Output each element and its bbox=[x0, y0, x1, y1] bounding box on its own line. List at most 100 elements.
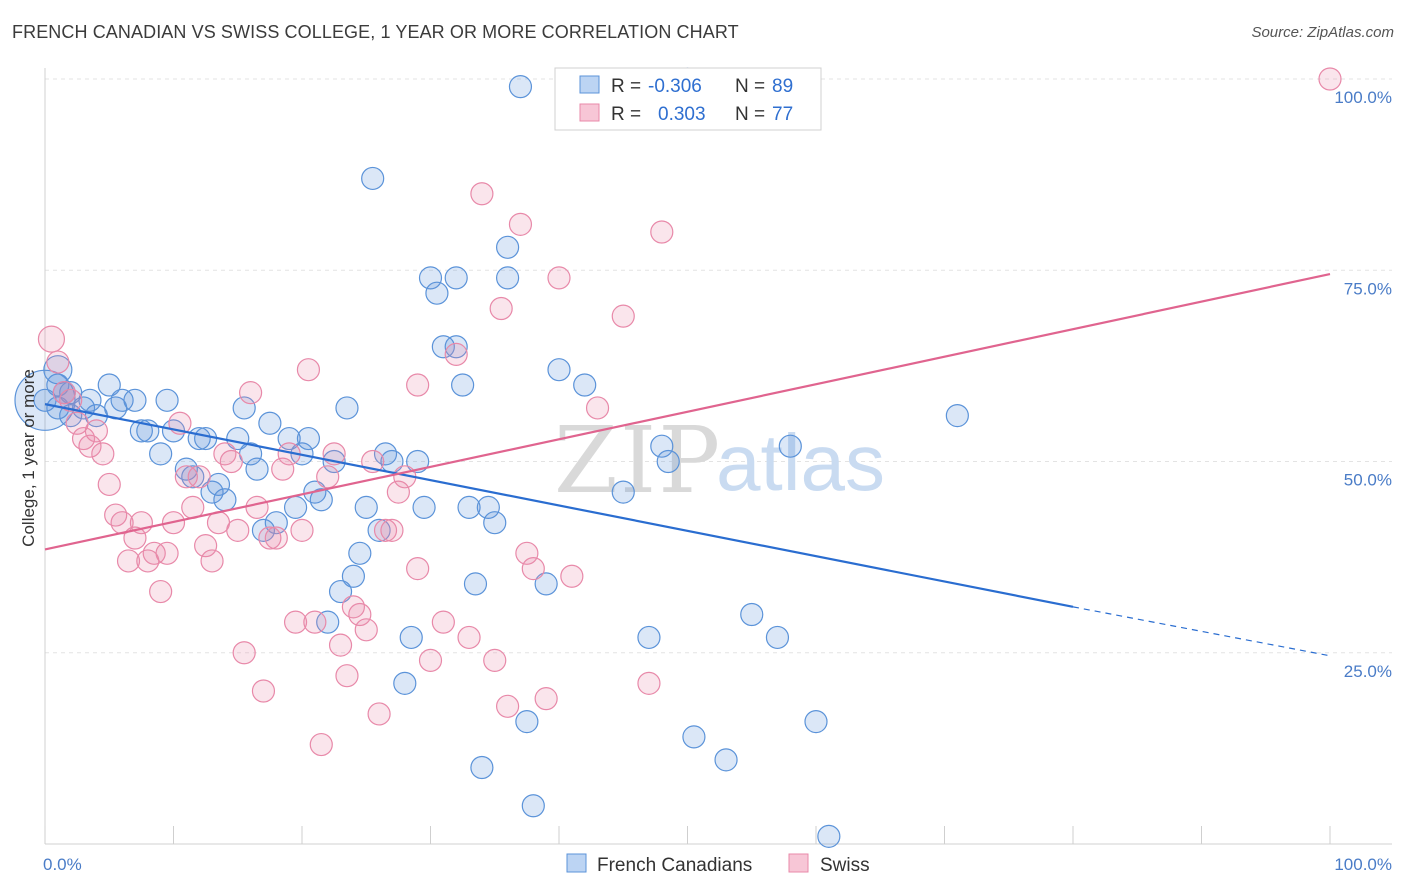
french-canadian-point bbox=[232, 396, 256, 420]
french-canadian-point bbox=[335, 396, 359, 420]
french-canadian-point bbox=[155, 388, 179, 412]
french-canadian-point bbox=[46, 373, 70, 397]
swiss-point bbox=[560, 564, 584, 588]
swiss-point bbox=[200, 549, 224, 573]
french-canadian-point bbox=[354, 495, 378, 519]
french-canadian-point bbox=[611, 480, 635, 504]
legend-swiss: Swiss bbox=[820, 855, 870, 876]
swiss-point bbox=[316, 465, 340, 489]
legend-r-value-1: -0.306 bbox=[648, 76, 702, 97]
french-canadian-point bbox=[451, 373, 475, 397]
swiss-point bbox=[213, 442, 237, 466]
french-canadian-point bbox=[258, 411, 282, 435]
x-tick-label-1: 100.0% bbox=[1334, 855, 1392, 874]
swiss-point bbox=[335, 664, 359, 688]
y-tick-label-2: 75.0% bbox=[1344, 279, 1392, 298]
french-canadian-point bbox=[181, 465, 205, 489]
swiss-point bbox=[354, 618, 378, 642]
swiss-point bbox=[521, 556, 545, 581]
y-tick-label-3: 100.0% bbox=[1334, 88, 1392, 107]
swiss-point bbox=[611, 304, 635, 328]
tick-labels: 25.0% 50.0% 75.0% 100.0% 0.0% 100.0% bbox=[43, 88, 1392, 874]
french-canadian-point bbox=[97, 373, 121, 397]
y-axis-label: College, 1 year or more bbox=[19, 369, 38, 547]
swiss-point bbox=[97, 472, 121, 497]
french-canadian-point bbox=[251, 518, 276, 542]
french-canadian-point bbox=[496, 235, 520, 259]
french-canadian-point bbox=[328, 579, 353, 604]
swiss-point bbox=[296, 358, 321, 382]
french-canadian-point bbox=[573, 373, 597, 397]
legend-swatch-french bbox=[579, 75, 600, 94]
french-canadian-point bbox=[656, 449, 680, 474]
swiss-point bbox=[470, 182, 494, 206]
french-canadian-point bbox=[316, 610, 340, 634]
french-canadian-point bbox=[765, 625, 790, 650]
swiss-point bbox=[78, 434, 102, 458]
swiss-point bbox=[232, 641, 256, 665]
swiss-point bbox=[37, 325, 66, 353]
swiss-point bbox=[174, 465, 198, 489]
swiss-point bbox=[194, 534, 218, 558]
trend-lines bbox=[44, 272, 1331, 657]
legend-n-label-2: N = bbox=[735, 104, 765, 125]
french-canadian-point bbox=[431, 335, 455, 359]
bottom-swatch-french bbox=[566, 853, 587, 873]
swiss-point bbox=[489, 296, 513, 321]
french-canadian-point bbox=[399, 625, 423, 650]
french-canadian-point bbox=[945, 404, 969, 428]
swiss-point bbox=[585, 396, 610, 420]
french-canadian-point bbox=[483, 511, 507, 535]
swiss-point bbox=[155, 541, 179, 565]
french-canadian-point bbox=[213, 488, 237, 512]
french-canadian-point bbox=[534, 572, 558, 596]
swiss-point bbox=[406, 373, 430, 397]
french-canadian-point bbox=[296, 426, 321, 451]
french-canadian-point bbox=[637, 625, 661, 650]
french-canadian-point bbox=[418, 266, 443, 290]
french-canadian-point bbox=[650, 434, 674, 458]
swiss-point bbox=[219, 449, 243, 474]
french-canadian-point bbox=[425, 281, 449, 305]
french-canadian-point bbox=[682, 725, 706, 749]
swiss-point bbox=[348, 602, 372, 627]
swiss-point bbox=[508, 212, 533, 236]
swiss-point bbox=[341, 595, 365, 619]
french-canadian-point bbox=[457, 495, 481, 519]
correlation-legend: R = -0.306 N = 89 R = 0.303 N = 77 bbox=[554, 67, 822, 131]
french-canadian-point bbox=[200, 480, 224, 504]
swiss-point bbox=[71, 426, 96, 451]
french-canadian-point bbox=[110, 388, 134, 412]
swiss-point bbox=[187, 465, 211, 489]
swiss-point bbox=[91, 442, 115, 466]
trend-line-french-canadians bbox=[44, 403, 1074, 608]
swiss-point bbox=[373, 518, 398, 542]
swiss-point bbox=[483, 648, 507, 673]
x-tick-label-0: 0.0% bbox=[43, 855, 82, 874]
french-canadian-point bbox=[174, 457, 198, 481]
french-canadian-point bbox=[463, 572, 488, 596]
french-canadian-point bbox=[714, 748, 738, 772]
french-canadian-point bbox=[547, 358, 571, 382]
swiss-point bbox=[386, 480, 410, 504]
swiss-point bbox=[52, 381, 76, 405]
french-canadian-point bbox=[149, 442, 173, 466]
series-legend: French Canadians Swiss bbox=[566, 853, 870, 876]
french-canadian-point bbox=[194, 426, 218, 451]
swiss-point bbox=[431, 610, 455, 634]
axes bbox=[44, 68, 1392, 845]
watermark-atlas: atlas bbox=[716, 418, 885, 507]
french-canadian-point bbox=[123, 388, 147, 412]
swiss-point bbox=[258, 526, 282, 550]
french-canadian-point bbox=[129, 419, 153, 443]
french-canadian-point bbox=[245, 457, 269, 481]
swiss-point bbox=[380, 518, 404, 542]
y-tick-label-0: 25.0% bbox=[1344, 662, 1392, 681]
french-canadian-point bbox=[309, 488, 333, 512]
y-tick-label-1: 50.0% bbox=[1344, 471, 1392, 490]
french-canadian-point bbox=[476, 495, 500, 519]
french-canadian-point bbox=[348, 541, 372, 565]
french-canadian-point bbox=[508, 75, 533, 99]
swiss-point bbox=[328, 633, 353, 657]
swiss-point bbox=[283, 610, 308, 634]
